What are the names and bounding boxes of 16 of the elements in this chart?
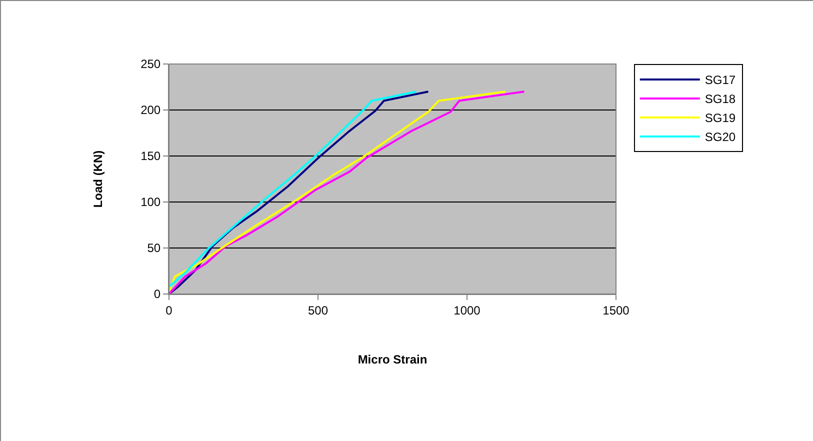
x-tick-label: 500 xyxy=(308,303,328,318)
legend-label: SG20 xyxy=(704,130,736,144)
y-tick-label: 150 xyxy=(140,149,161,164)
legend-label: SG17 xyxy=(704,73,736,88)
legend-label: SG19 xyxy=(704,111,736,126)
x-tick-label: 1000 xyxy=(454,303,481,318)
legend-label: SG18 xyxy=(704,92,736,106)
y-tick-label: 50 xyxy=(147,241,161,256)
x-axis-title: Micro Strain xyxy=(358,352,428,366)
y-tick-label: 100 xyxy=(140,195,161,210)
x-tick-label: 1500 xyxy=(602,303,630,318)
y-axis-title: Load (KN) xyxy=(90,150,105,208)
y-tick-label: 200 xyxy=(140,103,161,118)
y-tick-label: 0 xyxy=(154,287,161,302)
x-tick-label: 0 xyxy=(166,303,173,318)
y-tick-label: 250 xyxy=(140,57,161,72)
